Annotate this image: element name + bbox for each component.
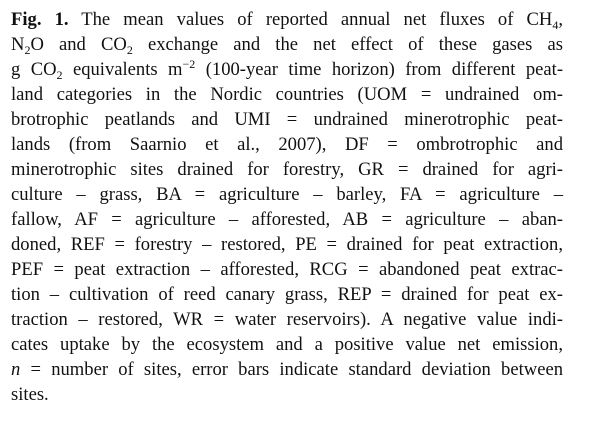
caption-text: = number of sites, error bars indicate s… xyxy=(20,359,564,380)
caption-text: land categories in the Nordic countries … xyxy=(11,84,563,105)
caption-text: equivalents m xyxy=(62,59,183,80)
subscript: 2 xyxy=(56,68,63,82)
caption-line: cates uptake by the ecosystem and a posi… xyxy=(11,332,563,357)
caption-line: minerotrophic sites drained for forestry… xyxy=(11,157,563,182)
caption-line: land categories in the Nordic countries … xyxy=(11,82,563,107)
caption-text: sites. xyxy=(11,384,49,405)
superscript: −2 xyxy=(182,57,196,71)
caption-text: lands (from Saarnio et al., 2007), DF = … xyxy=(11,134,563,155)
caption-text: (100-year time horizon) from different p… xyxy=(195,59,564,80)
caption-text: fallow, AF = agriculture – afforested, A… xyxy=(11,209,563,230)
caption-text: O and CO xyxy=(30,34,127,55)
caption-line: Fig. 1. The mean values of reported annu… xyxy=(11,7,563,32)
subscript: 2 xyxy=(24,43,31,57)
subscript: 2 xyxy=(126,43,133,57)
caption-text: N xyxy=(11,34,25,55)
caption-line: n = number of sites, error bars indicate… xyxy=(11,357,563,382)
caption-line: culture – grass, BA = agriculture – barl… xyxy=(11,182,563,207)
caption-line: lands (from Saarnio et al., 2007), DF = … xyxy=(11,132,563,157)
caption-line: traction – restored, WR = water reservoi… xyxy=(11,307,563,332)
caption-text: tion – cultivation of reed canary grass,… xyxy=(11,284,563,305)
caption-line: PEF = peat extraction – afforested, RCG … xyxy=(11,257,563,282)
caption-text: cates uptake by the ecosystem and a posi… xyxy=(11,334,563,355)
caption-line: N2O and CO2 exchange and the net effect … xyxy=(11,32,563,57)
caption-text: brotrophic peatlands and UMI = undrained… xyxy=(11,109,563,130)
caption-text: , xyxy=(558,9,563,30)
caption-text: g CO xyxy=(11,59,57,80)
figure-label: Fig. 1. xyxy=(11,9,69,30)
caption-text: culture – grass, BA = agriculture – barl… xyxy=(11,184,563,205)
caption-text: traction – restored, WR = water reservoi… xyxy=(11,309,563,330)
caption-text: n xyxy=(11,359,21,380)
caption-line: doned, REF = forestry – restored, PE = d… xyxy=(11,232,563,257)
caption-line: tion – cultivation of reed canary grass,… xyxy=(11,282,563,307)
caption-line: fallow, AF = agriculture – afforested, A… xyxy=(11,207,563,232)
subscript: 4 xyxy=(552,18,559,32)
caption-text: The mean values of reported annual net f… xyxy=(68,9,553,30)
figure-caption: Fig. 1. The mean values of reported annu… xyxy=(11,7,563,407)
caption-text: doned, REF = forestry – restored, PE = d… xyxy=(11,234,563,255)
caption-text: PEF = peat extraction – afforested, RCG … xyxy=(11,259,563,280)
caption-line: g CO2 equivalents m−2 (100-year time hor… xyxy=(11,57,563,82)
caption-text: minerotrophic sites drained for forestry… xyxy=(11,159,563,180)
caption-text: exchange and the net effect of these gas… xyxy=(132,34,563,55)
caption-line: brotrophic peatlands and UMI = undrained… xyxy=(11,107,563,132)
caption-line: sites. xyxy=(11,382,563,407)
